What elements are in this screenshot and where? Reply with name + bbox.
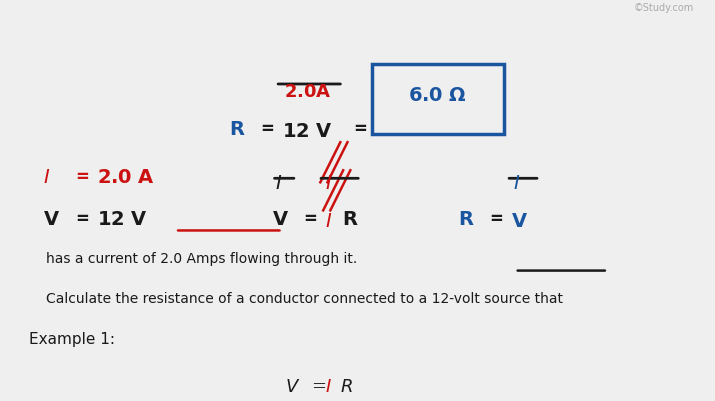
- Text: $\mathbf{=}$: $\mathbf{=}$: [72, 209, 89, 226]
- Text: $\mathbf{=}$: $\mathbf{=}$: [486, 209, 503, 226]
- Text: $\mathbf{V}$: $\mathbf{V}$: [43, 211, 60, 229]
- Text: $\mathbf{12\ V}$: $\mathbf{12\ V}$: [97, 211, 147, 229]
- Text: $\mathit{R}$: $\mathit{R}$: [340, 377, 352, 395]
- Text: $\mathbf{=}$: $\mathbf{=}$: [257, 119, 275, 136]
- Text: $\mathit{I}$: $\mathit{I}$: [325, 377, 332, 395]
- Text: $\mathbf{\mathit{I}}$: $\mathbf{\mathit{I}}$: [325, 175, 332, 193]
- Text: $\mathbf{2.0\ A}$: $\mathbf{2.0\ A}$: [97, 169, 154, 187]
- Text: $\mathbf{\mathit{I}}$: $\mathbf{\mathit{I}}$: [275, 175, 282, 193]
- Text: $\mathbf{\mathit{I}}$: $\mathbf{\mathit{I}}$: [513, 175, 521, 193]
- Text: has a current of 2.0 Amps flowing through it.: has a current of 2.0 Amps flowing throug…: [46, 251, 358, 265]
- Text: $\mathbf{\mathit{I}}$: $\mathbf{\mathit{I}}$: [43, 169, 50, 187]
- Text: $\mathbf{V}$: $\mathbf{V}$: [511, 212, 528, 230]
- FancyBboxPatch shape: [372, 65, 504, 135]
- Text: $\mathbf{6.0\ \Omega}$: $\mathbf{6.0\ \Omega}$: [408, 87, 468, 105]
- Text: $\mathbf{12\ V}$: $\mathbf{12\ V}$: [282, 123, 333, 141]
- Text: $\mathbf{R}$: $\mathbf{R}$: [458, 211, 474, 229]
- Text: Calculate the resistance of a conductor connected to a 12-volt source that: Calculate the resistance of a conductor …: [46, 291, 563, 305]
- Text: =: =: [311, 377, 325, 395]
- Text: $\mathbf{2.0A}$: $\mathbf{2.0A}$: [284, 83, 332, 101]
- Text: $\mathbf{=}$: $\mathbf{=}$: [72, 167, 89, 184]
- Text: $\mathit{V}$: $\mathit{V}$: [285, 377, 300, 395]
- Text: $\mathbf{=}$: $\mathbf{=}$: [350, 119, 368, 136]
- Text: $\mathbf{R}$: $\mathbf{R}$: [342, 211, 358, 229]
- Text: $\mathbf{=}$: $\mathbf{=}$: [300, 209, 317, 226]
- Text: $\mathbf{R}$: $\mathbf{R}$: [229, 121, 245, 139]
- Text: Example 1:: Example 1:: [29, 331, 114, 346]
- Text: $\mathbf{\mathit{I}}$: $\mathbf{\mathit{I}}$: [325, 213, 332, 231]
- Text: $\mathbf{V}$: $\mathbf{V}$: [272, 211, 289, 229]
- Text: ©Study.com: ©Study.com: [633, 3, 694, 13]
